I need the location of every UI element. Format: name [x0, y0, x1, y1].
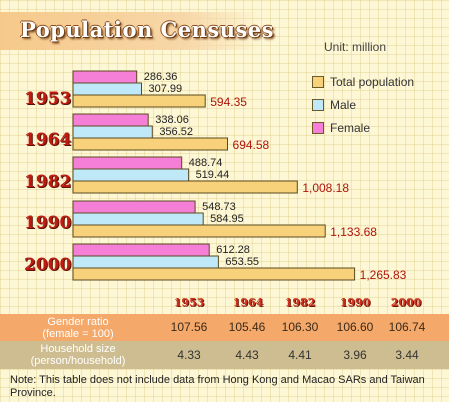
value-label-total-population-1982: 1,008.18	[302, 181, 350, 195]
value-label-total-population-1953: 594.35	[210, 95, 247, 109]
gender-ratio-label-line1: Gender ratio	[47, 316, 109, 328]
gender-ratio-2000: 106.74	[388, 320, 426, 334]
year-label-1982: 1982	[24, 172, 72, 192]
value-label-male-1990: 584.95	[210, 213, 244, 225]
household-size-2000: 3.44	[395, 348, 419, 362]
value-label-male-1964: 356.52	[159, 126, 193, 138]
legend-swatch-female	[312, 122, 324, 134]
value-label-male-1982: 519.44	[195, 169, 230, 181]
table-year-1953: 1953	[173, 296, 205, 309]
bar-chart	[72, 70, 356, 281]
bar-female-1964	[72, 113, 149, 127]
year-label-1990: 1990	[24, 213, 72, 233]
value-label-female-1990: 548.73	[202, 201, 236, 213]
table-year-2000: 2000	[390, 296, 422, 309]
bar-male-2000	[72, 255, 219, 269]
value-label-total-population-1990: 1,133.68	[330, 225, 377, 239]
gender-ratio-1990: 106.60	[336, 320, 374, 334]
bar-total-population-1964	[72, 137, 228, 151]
year-label-1964: 1964	[24, 130, 72, 150]
year-label-2000: 2000	[24, 255, 72, 275]
gender-ratio-1964: 105.46	[228, 320, 266, 334]
household-size-label-line2: (person/household)	[30, 355, 126, 367]
value-label-female-1953: 286.36	[143, 71, 178, 83]
gender-ratio-row: Gender ratio (female = 100) 107.56 105.4…	[0, 314, 449, 341]
bar-total-population-1982	[72, 180, 298, 194]
table-year-1982: 1982	[284, 296, 316, 309]
legend-swatch-male	[312, 99, 324, 111]
bar-female-1982	[72, 156, 183, 170]
value-label-total-population-2000: 1,265.83	[359, 268, 407, 282]
household-size-row: Household size (person/household) 4.33 4…	[0, 341, 449, 369]
chart-title: Population Censuses	[20, 17, 274, 42]
value-label-female-2000: 612.28	[216, 244, 250, 256]
household-size-1953: 4.33	[177, 348, 201, 362]
gender-ratio-label-line2: (female = 100)	[42, 328, 114, 340]
legend-label-total: Total population	[330, 75, 415, 89]
bar-total-population-1990	[72, 224, 326, 238]
table-year-1964: 1964	[232, 296, 264, 309]
bar-female-1953	[72, 70, 138, 84]
household-size-1982: 4.41	[288, 348, 312, 362]
household-size-label: Household size (person/household)	[10, 343, 146, 367]
value-label-female-1964: 338.06	[155, 114, 189, 126]
bar-male-1964	[72, 125, 153, 139]
bar-male-1990	[72, 212, 204, 226]
gender-ratio-1982: 106.30	[281, 320, 319, 334]
unit-label: Unit: million	[324, 40, 387, 54]
legend-swatch-total	[312, 76, 324, 88]
bar-total-population-1953	[72, 94, 206, 108]
gender-ratio-1953: 107.56	[170, 320, 208, 334]
bar-male-1982	[72, 168, 190, 182]
legend-label-male: Male	[330, 98, 357, 112]
value-label-male-2000: 653.55	[225, 256, 260, 268]
value-label-male-1953: 307.99	[148, 83, 183, 95]
household-size-1964: 4.43	[235, 348, 259, 362]
value-label-total-population-1964: 694.58	[232, 138, 270, 152]
table-year-1990: 1990	[339, 296, 371, 309]
bar-female-1990	[72, 200, 196, 214]
footnote: Note: This table does not include data f…	[10, 374, 425, 399]
household-size-label-line1: Household size	[40, 343, 116, 355]
bar-total-population-2000	[72, 267, 356, 281]
title-band	[0, 12, 262, 50]
bar-female-2000	[72, 243, 210, 257]
legend-label-female: Female	[330, 121, 371, 135]
household-size-1990: 3.96	[343, 348, 367, 362]
bar-male-1953	[72, 82, 142, 96]
gender-ratio-label: Gender ratio (female = 100)	[10, 316, 146, 340]
value-label-female-1982: 488.74	[188, 157, 223, 169]
year-label-1953: 1953	[24, 89, 72, 109]
